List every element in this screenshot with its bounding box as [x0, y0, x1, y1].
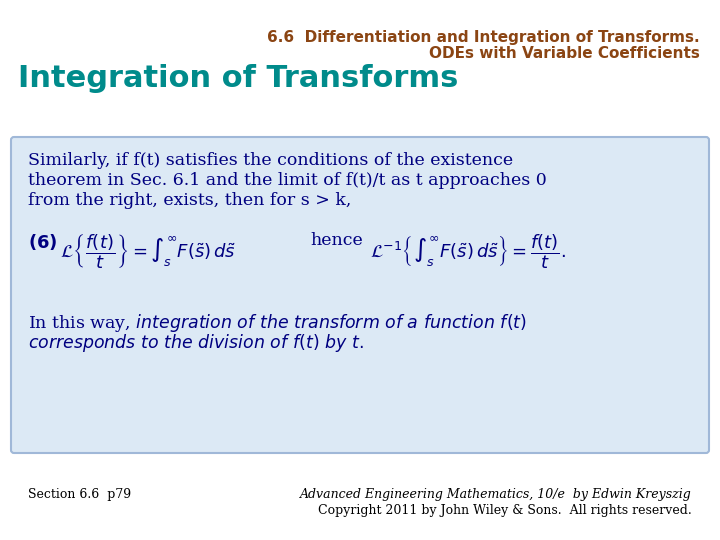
Text: $\it{corresponds\ to\ the\ division\ of\ f(t)\ by\ t.}$: $\it{corresponds\ to\ the\ division\ of\… — [28, 332, 364, 354]
Text: hence: hence — [310, 232, 363, 249]
Text: $\mathbf{(6)}$: $\mathbf{(6)}$ — [28, 232, 58, 252]
Text: from the right, exists, then for s > k,: from the right, exists, then for s > k, — [28, 192, 351, 209]
Text: In this way, $\it{integration\ of\ the\ transform\ of\ a\ function\ f(t)}$: In this way, $\it{integration\ of\ the\ … — [28, 312, 527, 334]
Text: Copyright 2011 by John Wiley & Sons.  All rights reserved.: Copyright 2011 by John Wiley & Sons. All… — [318, 504, 692, 517]
Text: Section 6.6  p79: Section 6.6 p79 — [28, 488, 131, 501]
FancyBboxPatch shape — [11, 137, 709, 453]
Text: Similarly, if f(t) satisfies the conditions of the existence: Similarly, if f(t) satisfies the conditi… — [28, 152, 513, 169]
Text: $\mathcal{L}^{-1}\left\{\int_{s}^{\infty} F(\tilde{s})\,d\tilde{s}\right\} = \df: $\mathcal{L}^{-1}\left\{\int_{s}^{\infty… — [370, 232, 566, 271]
Text: Advanced Engineering Mathematics, 10/e  by Edwin Kreyszig: Advanced Engineering Mathematics, 10/e b… — [300, 488, 692, 501]
Text: ODEs with Variable Coefficients: ODEs with Variable Coefficients — [429, 46, 700, 61]
Text: theorem in Sec. 6.1 and the limit of f(t)/t as t approaches 0: theorem in Sec. 6.1 and the limit of f(t… — [28, 172, 546, 189]
Text: Integration of Transforms: Integration of Transforms — [18, 64, 459, 93]
Text: $\mathcal{L}\left\{\dfrac{f(t)}{t}\right\} = \int_{s}^{\infty} F(\tilde{s})\,d\t: $\mathcal{L}\left\{\dfrac{f(t)}{t}\right… — [60, 232, 236, 271]
Text: 6.6  Differentiation and Integration of Transforms.: 6.6 Differentiation and Integration of T… — [267, 30, 700, 45]
